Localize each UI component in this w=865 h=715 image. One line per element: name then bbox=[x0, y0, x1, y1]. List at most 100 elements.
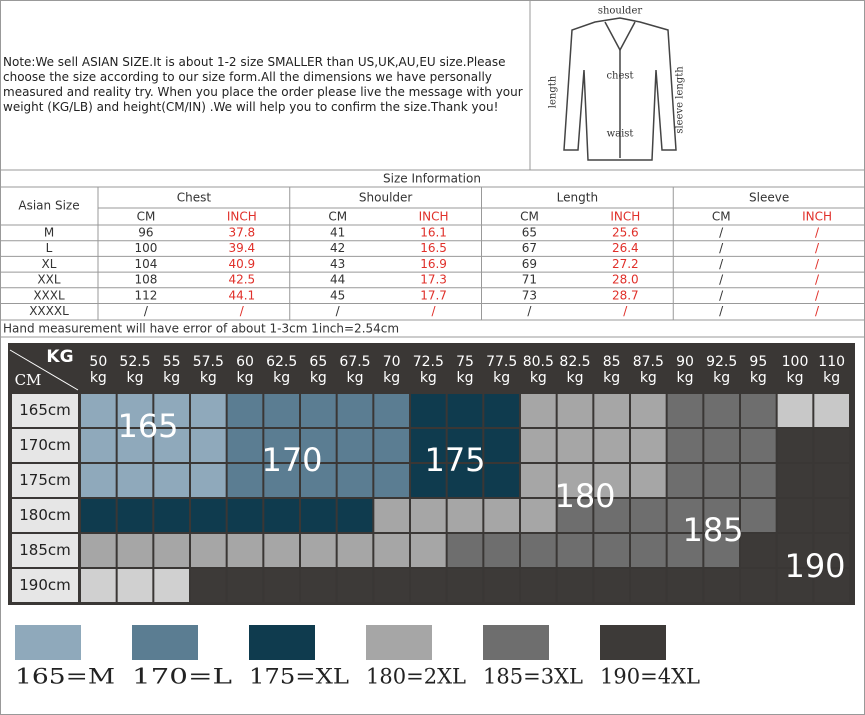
size-cell bbox=[337, 499, 373, 532]
weight-label: 110 bbox=[818, 354, 845, 370]
size-cell bbox=[814, 394, 849, 427]
size-cell bbox=[81, 429, 116, 462]
size-cell bbox=[374, 429, 409, 462]
size-cell bbox=[117, 499, 153, 532]
weight-unit: kg bbox=[200, 370, 217, 386]
size-cell bbox=[631, 464, 666, 497]
weight-label: 72.5 bbox=[413, 354, 444, 370]
size-cell bbox=[117, 534, 153, 567]
size-cell bbox=[374, 534, 409, 567]
size-cell bbox=[301, 499, 336, 532]
height-label: 180cm bbox=[19, 506, 71, 524]
size-cell bbox=[374, 499, 409, 532]
size-cell bbox=[227, 534, 263, 567]
cell: 44.1 bbox=[228, 288, 255, 302]
zone-label: 190 bbox=[784, 547, 845, 585]
group-header: Sleeve bbox=[749, 191, 789, 205]
size-cell bbox=[484, 464, 519, 497]
cell: 73 bbox=[522, 288, 537, 302]
weight-unit: kg bbox=[567, 370, 584, 386]
cell: 16.5 bbox=[420, 241, 447, 255]
size-cell bbox=[631, 534, 666, 567]
size-cell bbox=[704, 464, 739, 497]
group-header: Length bbox=[557, 191, 598, 205]
cell: 65 bbox=[522, 226, 537, 240]
size-cell bbox=[411, 429, 446, 462]
size-cell bbox=[594, 569, 629, 602]
size-cell bbox=[264, 499, 299, 532]
cell: / bbox=[719, 226, 724, 240]
cell: 71 bbox=[522, 273, 537, 287]
cell: 37.8 bbox=[228, 226, 255, 240]
size-cell bbox=[81, 394, 116, 427]
size-cell bbox=[594, 464, 629, 497]
note: Note:We sell ASIAN SIZE.It is about 1-2 … bbox=[3, 55, 523, 114]
table-title: Size Information bbox=[383, 172, 481, 186]
weight-unit: kg bbox=[493, 370, 510, 386]
size-cell bbox=[81, 499, 116, 532]
cell: 104 bbox=[134, 257, 157, 271]
size-cell bbox=[337, 429, 373, 462]
legend-swatch bbox=[15, 625, 81, 660]
cell: 44 bbox=[330, 273, 345, 287]
weight-label: 87.5 bbox=[633, 354, 664, 370]
size-cell bbox=[521, 569, 556, 602]
cell: 40.9 bbox=[228, 257, 255, 271]
cell: / bbox=[144, 304, 149, 318]
size-cell bbox=[117, 429, 153, 462]
size-cell bbox=[301, 394, 336, 427]
cell: 16.9 bbox=[420, 257, 447, 271]
size-cell bbox=[374, 569, 409, 602]
size-cell bbox=[777, 394, 813, 427]
cell: 26.4 bbox=[612, 241, 639, 255]
size-cell bbox=[81, 464, 116, 497]
weight-label: 85 bbox=[603, 354, 621, 370]
weight-unit: kg bbox=[640, 370, 657, 386]
cell: / bbox=[432, 304, 437, 318]
unit-header: INCH bbox=[802, 210, 832, 224]
cell: / bbox=[815, 273, 820, 287]
weight-label: 70 bbox=[383, 354, 401, 370]
height-cell bbox=[12, 464, 78, 497]
size-cell bbox=[777, 499, 813, 532]
size-cell bbox=[521, 429, 556, 462]
zone-label: 170 bbox=[261, 441, 322, 479]
size-cell bbox=[227, 464, 263, 497]
height-cell bbox=[12, 534, 78, 567]
cell: 28.7 bbox=[612, 288, 639, 302]
size-header: Asian Size bbox=[18, 199, 79, 213]
size-cell bbox=[374, 394, 409, 427]
weight-unit: kg bbox=[273, 370, 290, 386]
size-cell bbox=[301, 569, 336, 602]
size-cell bbox=[741, 534, 776, 567]
cell: XL bbox=[42, 257, 57, 271]
corner-line bbox=[9, 349, 79, 391]
weight-unit: kg bbox=[163, 370, 180, 386]
cell: 41 bbox=[330, 226, 345, 240]
size-cell bbox=[81, 569, 116, 602]
legend-label: 175=XL bbox=[249, 665, 349, 689]
label-length: length bbox=[548, 75, 559, 108]
weight-unit: kg bbox=[90, 370, 107, 386]
size-cell bbox=[557, 464, 593, 497]
weight-unit: kg bbox=[420, 370, 437, 386]
size-cell bbox=[631, 499, 666, 532]
cell: 28.0 bbox=[612, 273, 639, 287]
unit-header: CM bbox=[712, 210, 731, 224]
cell: 17.7 bbox=[420, 288, 447, 302]
size-cell bbox=[337, 394, 373, 427]
size-cell bbox=[154, 429, 189, 462]
size-cell bbox=[154, 394, 189, 427]
size-cell bbox=[117, 394, 153, 427]
size-cell bbox=[447, 394, 483, 427]
cell: 43 bbox=[330, 257, 345, 271]
cell: / bbox=[815, 304, 820, 318]
size-cell bbox=[264, 464, 299, 497]
weight-unit: kg bbox=[713, 370, 730, 386]
weight-label: 82.5 bbox=[559, 354, 590, 370]
size-cell bbox=[227, 499, 263, 532]
size-cell bbox=[667, 569, 703, 602]
size-cell bbox=[301, 534, 336, 567]
legend-label: 165=M bbox=[15, 665, 115, 689]
cell: 69 bbox=[522, 257, 537, 271]
